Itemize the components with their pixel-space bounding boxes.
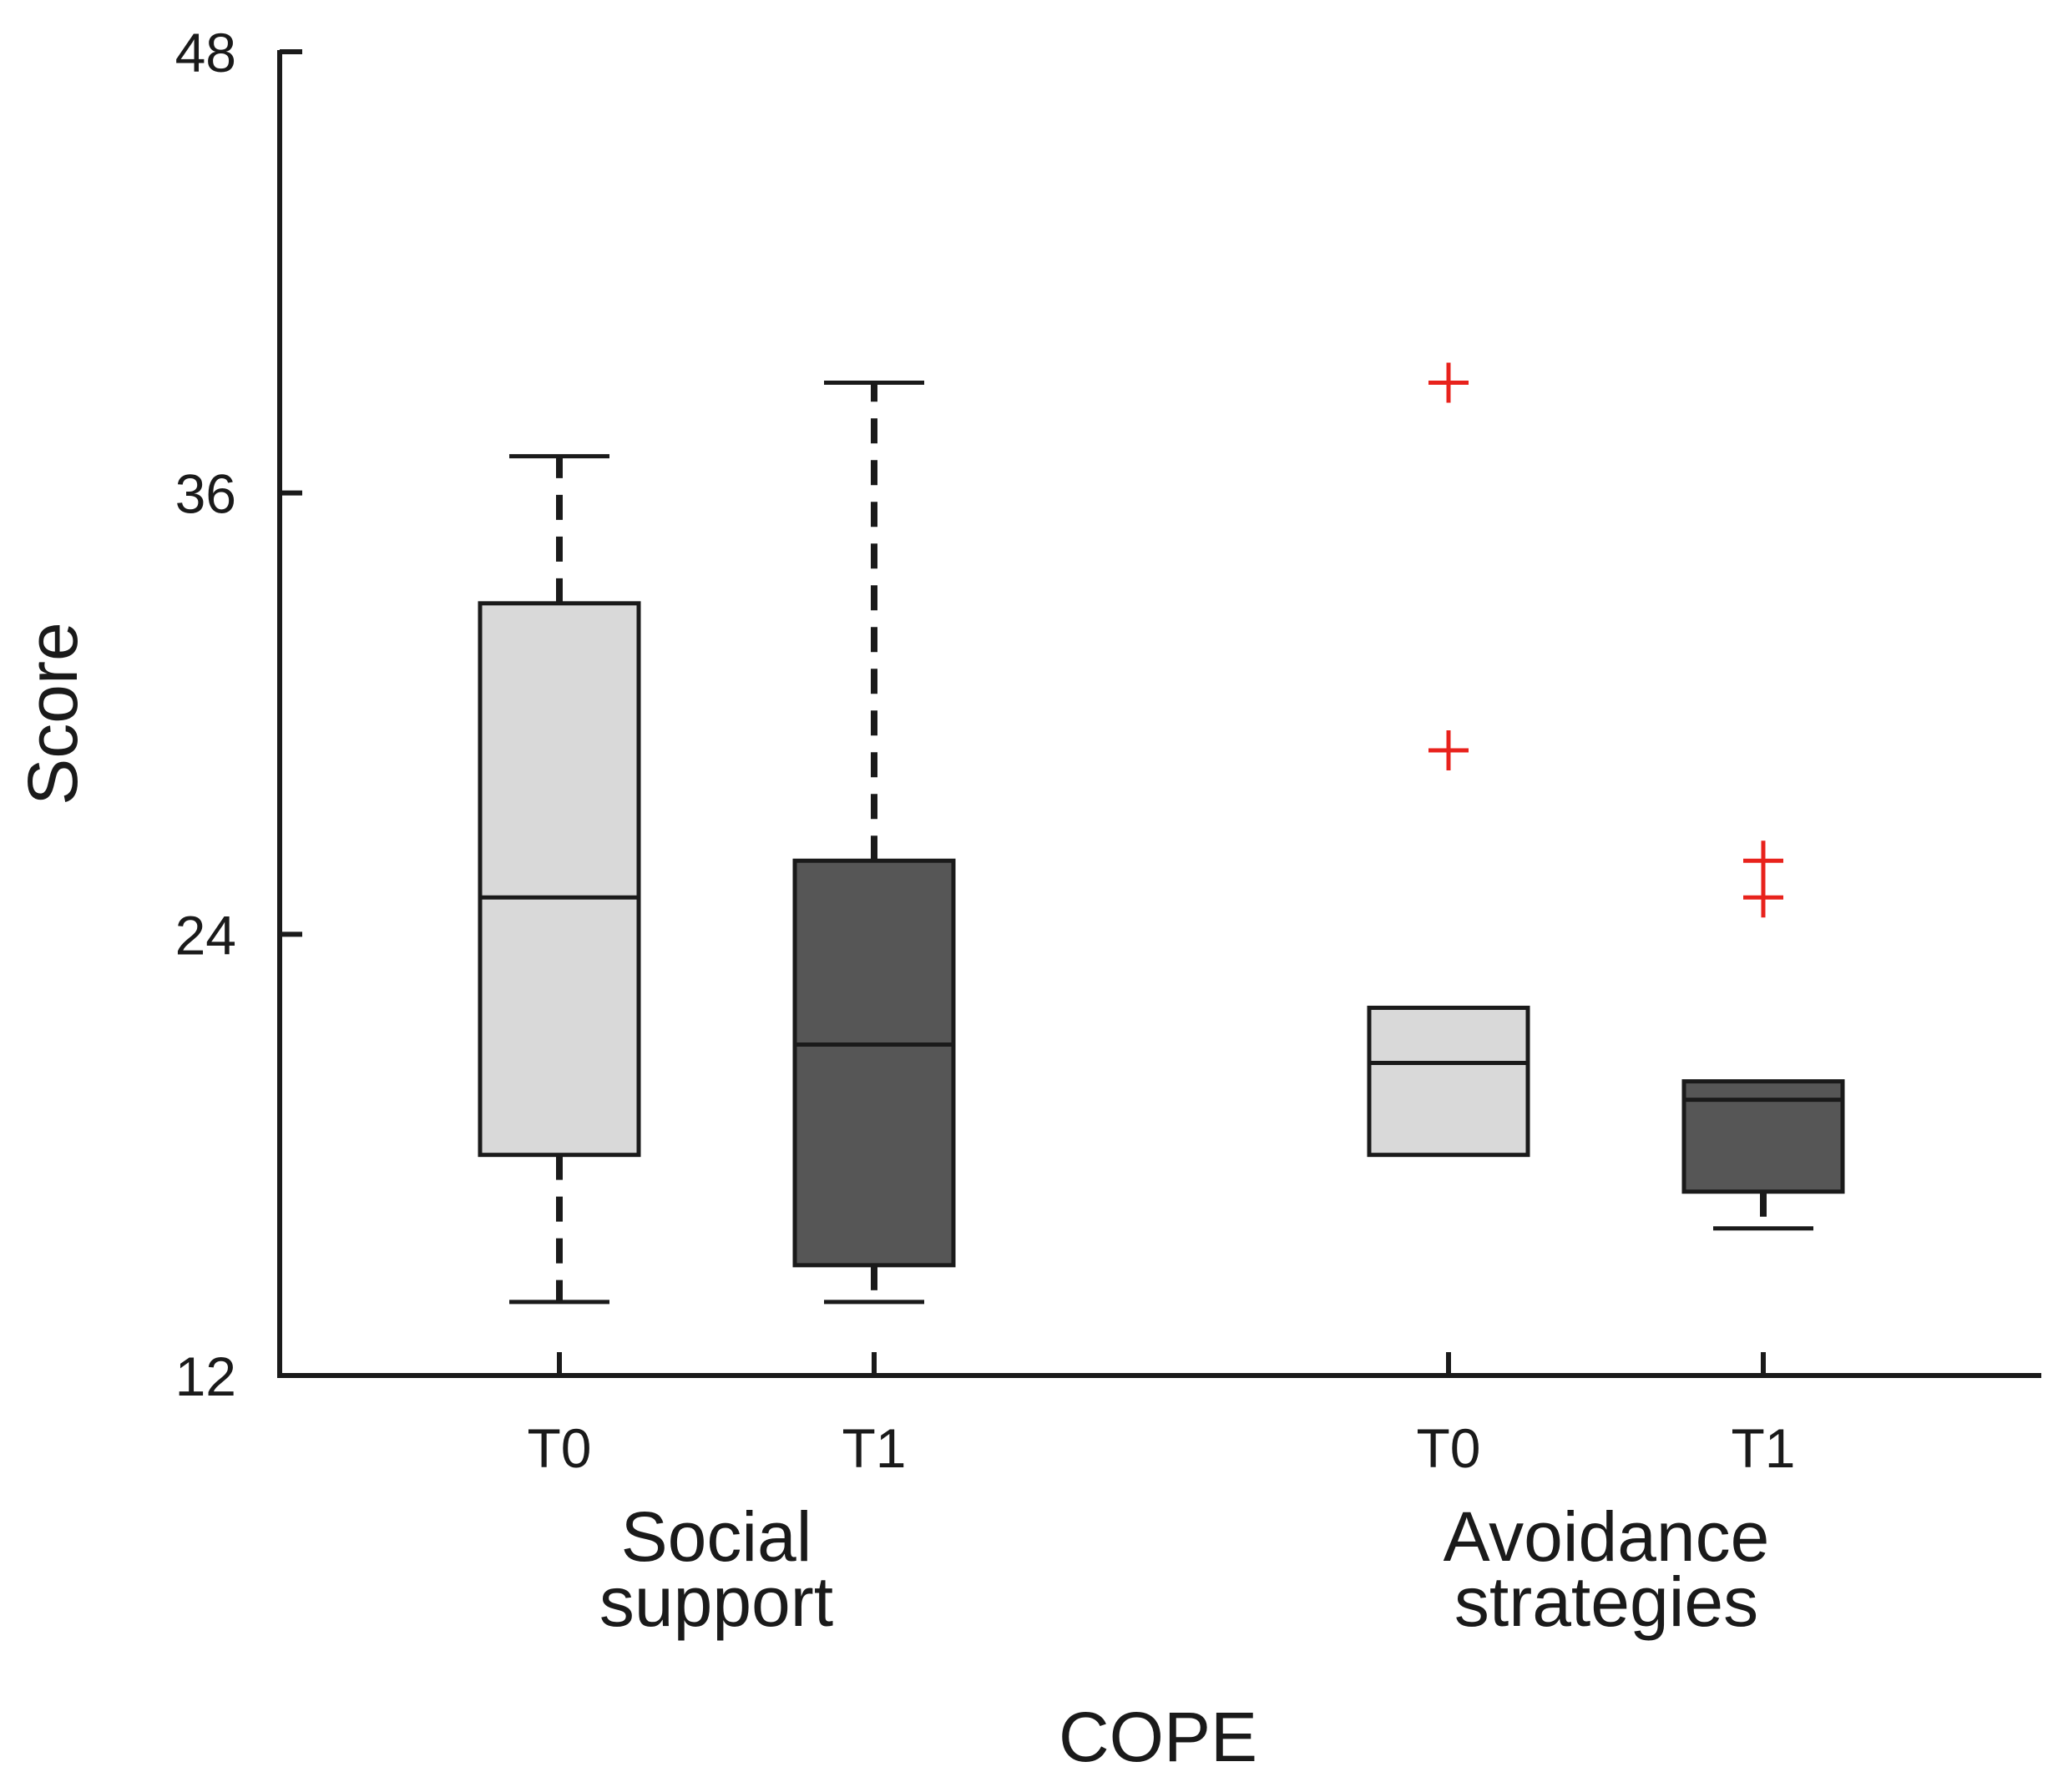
x-tick-label: T0: [527, 1417, 591, 1479]
group-label: Social: [621, 1497, 812, 1576]
outlier-marker: [1743, 877, 1783, 918]
box-2-T0: [1367, 362, 1530, 1158]
y-axis: 12 24 36 48: [175, 22, 302, 1407]
group-label: support: [599, 1562, 833, 1641]
box-1-T1: [792, 381, 956, 1305]
y-tick-label: 48: [175, 22, 236, 83]
x-tick-label: T1: [1731, 1417, 1795, 1479]
iqr-box: [478, 601, 641, 1158]
y-tick-label: 36: [175, 463, 236, 525]
outlier-marker: [1743, 840, 1783, 881]
box-1-T0: [478, 454, 641, 1305]
group-label: Avoidance: [1444, 1497, 1770, 1576]
iqr-box: [792, 858, 956, 1268]
box-2-T1: [1681, 840, 1845, 1231]
y-axis-title: Score: [13, 622, 92, 805]
outlier-marker: [1428, 730, 1469, 771]
x-tick-label: T1: [842, 1417, 906, 1479]
boxes: [478, 362, 1845, 1305]
x-axis-title: COPE: [1059, 1698, 1257, 1776]
iqr-box: [1367, 1005, 1530, 1158]
x-axis: [277, 1352, 2041, 1378]
group-label: strategies: [1454, 1562, 1758, 1641]
y-tick-label: 24: [175, 904, 236, 966]
x-tick-label: T0: [1416, 1417, 1480, 1479]
outlier-marker: [1428, 362, 1469, 403]
y-tick-label: 12: [175, 1345, 236, 1407]
